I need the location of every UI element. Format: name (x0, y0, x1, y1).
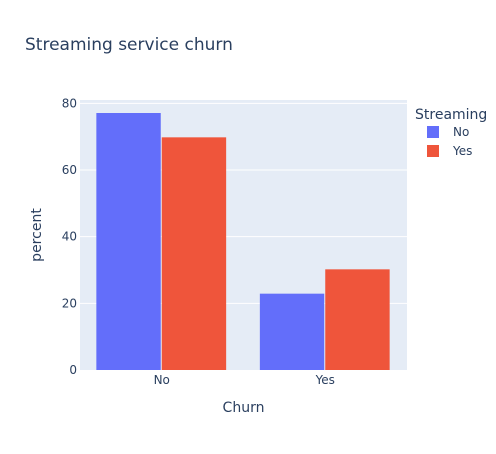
x-tick-label: Yes (315, 373, 335, 387)
legend: Streaming No Yes (415, 107, 487, 158)
legend-title: Streaming (415, 107, 487, 123)
legend-items: No Yes (427, 125, 472, 158)
bars (96, 113, 390, 370)
y-tick-label: 40 (62, 230, 77, 244)
y-tick-label: 0 (69, 363, 77, 377)
legend-swatch[interactable] (427, 126, 439, 138)
y-axis-title: percent (29, 208, 45, 262)
bar-no-yes (259, 293, 325, 370)
bar-yes-yes (325, 269, 390, 370)
chart-title: Streaming service churn (25, 35, 233, 55)
x-tick-labels: No Yes (154, 373, 335, 387)
legend-swatch[interactable] (427, 145, 439, 157)
bar-yes-no (161, 137, 227, 370)
y-tick-label: 80 (62, 96, 77, 110)
y-tick-label: 20 (62, 296, 77, 310)
y-tick-labels: 0 20 40 60 80 (62, 96, 77, 377)
legend-label[interactable]: No (453, 125, 469, 139)
x-axis-title: Churn (223, 400, 265, 416)
y-tick-label: 60 (62, 163, 77, 177)
legend-label[interactable]: Yes (452, 144, 472, 158)
x-tick-label: No (154, 373, 170, 387)
bar-no-no (96, 113, 161, 370)
